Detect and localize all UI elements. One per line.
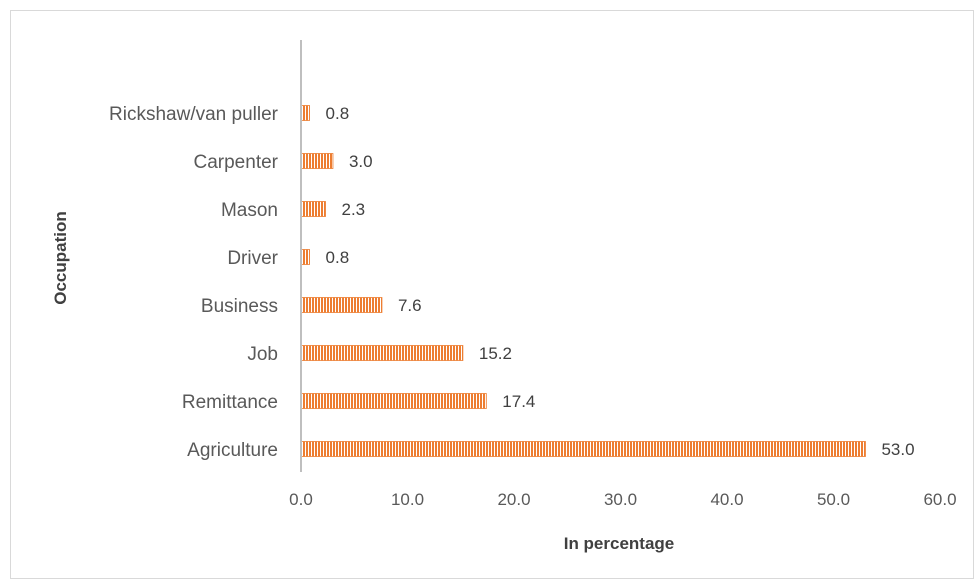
bar <box>300 249 310 265</box>
bar <box>300 345 464 361</box>
chart-frame <box>10 10 974 579</box>
bar <box>300 297 383 313</box>
data-label: 3.0 <box>349 152 373 171</box>
category-label: Business <box>201 296 278 317</box>
x-tick-label: 10.0 <box>391 490 424 509</box>
category-label: Remittance <box>182 392 278 413</box>
data-label: 7.6 <box>398 296 422 315</box>
data-label: 2.3 <box>341 200 365 219</box>
bar <box>300 153 334 169</box>
data-label: 0.8 <box>326 104 350 123</box>
data-label: 17.4 <box>502 392 535 411</box>
category-label: Agriculture <box>187 440 278 461</box>
data-label: 53.0 <box>881 440 914 459</box>
x-tick-label: 60.0 <box>923 490 956 509</box>
x-tick-label: 50.0 <box>817 490 850 509</box>
x-tick-label: 20.0 <box>497 490 530 509</box>
bar <box>300 201 326 217</box>
bars-layer <box>300 105 866 457</box>
bar <box>300 393 487 409</box>
category-label: Job <box>247 344 278 365</box>
bar <box>300 441 866 457</box>
category-label: Driver <box>227 248 278 269</box>
labels-layer: Rickshaw/van puller 0.8 Carpenter 3.0 Mason 2… <box>109 104 957 509</box>
x-axis-title: In percentage <box>564 534 675 553</box>
category-label: Carpenter <box>194 152 279 173</box>
bar <box>300 105 310 121</box>
category-label: Mason <box>221 200 278 221</box>
data-label: 15.2 <box>479 344 512 363</box>
category-label: Rickshaw/van puller <box>109 104 279 125</box>
x-tick-label: 0.0 <box>289 490 313 509</box>
y-axis-title: Occupation <box>51 211 70 305</box>
data-label: 0.8 <box>326 248 350 267</box>
x-tick-label: 40.0 <box>710 490 743 509</box>
x-tick-label: 30.0 <box>604 490 637 509</box>
